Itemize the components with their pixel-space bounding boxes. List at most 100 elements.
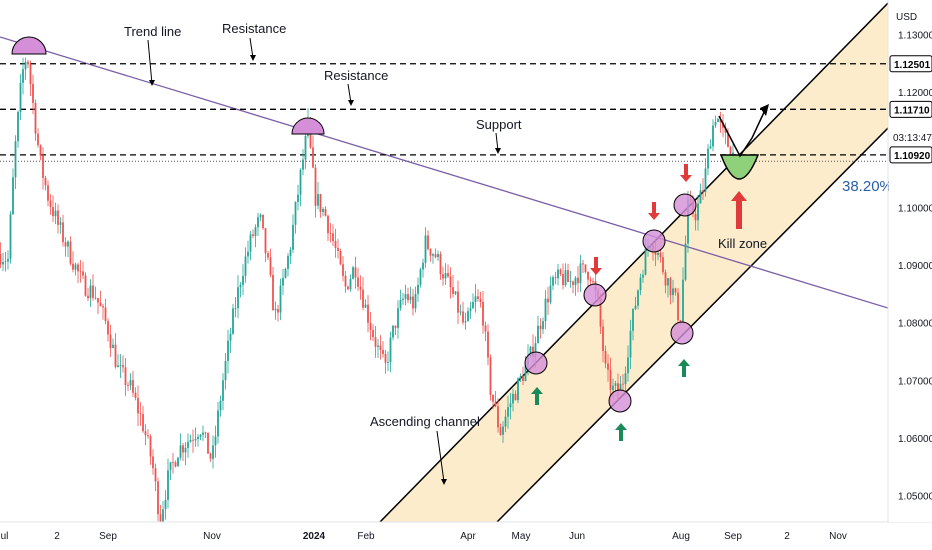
candle-body: [149, 436, 152, 457]
candle-body: [494, 401, 497, 407]
candle-body: [109, 334, 112, 349]
candle-body: [582, 263, 584, 265]
candle-body: [27, 61, 29, 65]
candle-body: [422, 262, 424, 270]
candle-body: [507, 407, 509, 417]
touch-circle: [583, 283, 607, 307]
candle-body: [322, 208, 324, 212]
candle-body: [87, 295, 89, 299]
candle-body: [339, 250, 342, 265]
candle-body: [409, 296, 412, 301]
candle-body: [97, 298, 99, 303]
candle-body: [717, 118, 719, 122]
candle-body: [304, 136, 307, 160]
support-label: Support: [476, 117, 522, 132]
candle-body: [324, 208, 327, 216]
candle-body: [29, 64, 32, 84]
candle-body: [404, 294, 407, 299]
candle-body: [557, 269, 559, 279]
candle-body: [569, 281, 572, 283]
candle-body: [254, 227, 257, 236]
candle-body: [539, 325, 542, 330]
candle-body: [17, 111, 19, 142]
candle-body: [454, 291, 457, 294]
candle-body: [172, 462, 174, 464]
time-axis[interactable]: [0, 523, 932, 550]
candle-body: [702, 190, 704, 192]
candle-body: [219, 400, 222, 411]
candle-body: [659, 252, 662, 258]
candle-body: [267, 253, 269, 258]
candle-body: [707, 148, 709, 169]
candle-body: [177, 457, 179, 467]
candle-body: [382, 349, 384, 354]
candle-body: [489, 357, 492, 395]
down-arrow-icon: [680, 164, 692, 182]
candle-body: [552, 277, 554, 286]
candle-body: [124, 367, 127, 386]
trend-line-pointer: [147, 39, 153, 85]
candle-body: [347, 286, 349, 290]
candle-body: [674, 288, 677, 293]
candle-body: [12, 177, 14, 215]
candle-body: [189, 439, 192, 442]
candle-body: [244, 256, 247, 276]
y-tick-label: 1.12000: [898, 88, 932, 99]
pointer-arrowhead-icon: [149, 80, 155, 86]
candle-body: [287, 256, 289, 269]
candle-body: [589, 279, 592, 282]
candle-body: [567, 270, 569, 283]
candle-body: [559, 269, 562, 275]
price-tag-label: 1.12501: [894, 60, 931, 71]
candle-body: [439, 254, 442, 275]
candle-body: [2, 261, 4, 265]
candle-body: [227, 340, 229, 361]
candle-body: [612, 385, 614, 390]
candle-body: [629, 330, 632, 358]
x-tick-label: Sep: [99, 531, 117, 542]
high-marker-2: [291, 117, 325, 135]
candle-body: [414, 293, 417, 309]
x-tick-label: Nov: [829, 531, 847, 542]
candles-layer: [0, 57, 734, 522]
candle-body: [399, 299, 402, 309]
x-tick-label: 2: [54, 531, 60, 542]
y-tick-label: 1.05000: [898, 492, 932, 503]
candle-body: [84, 275, 87, 296]
candle-body: [199, 434, 202, 437]
candle-body: [644, 248, 647, 275]
y-tick-label: 1.09000: [898, 261, 932, 272]
candle-body: [329, 233, 332, 234]
candle-body: [694, 213, 697, 221]
candle-body: [14, 141, 17, 178]
candle-body: [262, 214, 264, 229]
candle-body: [684, 243, 687, 280]
x-tick-label: Aug: [672, 531, 690, 542]
down-arrow-icon: [648, 202, 660, 220]
candle-body: [272, 275, 274, 311]
candle-body: [249, 234, 252, 252]
candle-body: [237, 287, 239, 309]
price-axis[interactable]: [889, 0, 932, 522]
candle-body: [62, 222, 64, 243]
candle-body: [459, 311, 462, 313]
candle-body: [682, 279, 684, 322]
touch-circle: [673, 193, 697, 217]
candle-body: [157, 481, 159, 515]
candle-body: [599, 298, 602, 327]
up-arrow-icon: [615, 423, 627, 441]
candle-body: [54, 210, 57, 217]
candle-body: [344, 275, 347, 287]
price-tag-label: 1.10920: [894, 151, 931, 162]
candle-body: [534, 343, 537, 357]
candle-body: [392, 325, 394, 338]
candle-body: [32, 83, 34, 103]
candle-body: [34, 102, 37, 134]
candle-body: [482, 301, 484, 326]
candle-body: [354, 267, 357, 278]
kill-zone-bowl: [719, 154, 760, 180]
candle-body: [39, 145, 42, 156]
candle-body: [639, 277, 642, 291]
candle-body: [337, 247, 339, 251]
candle-body: [279, 285, 282, 313]
